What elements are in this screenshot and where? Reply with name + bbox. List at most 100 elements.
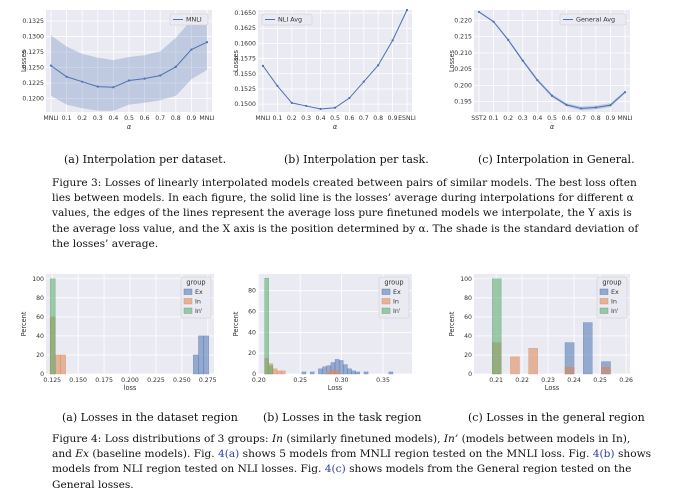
data-point [580,107,583,110]
histogram-bar [528,348,538,375]
figure-ref-4b-link[interactable]: 4(b) [592,448,615,461]
figure3-caption-text: Losses of linearly interpolated models c… [52,177,639,250]
y-tick-label: 0 [40,371,44,378]
legend-label: General Avg [576,16,615,24]
data-point [174,65,177,68]
y-tick-label: 0.210 [454,50,472,57]
figure4-caption-text: shows models from the General region tes… [52,463,632,491]
x-tick-label: 0.7 [155,115,165,122]
fig4c-subcaption: (c) Losses in the general region [468,411,645,424]
y-tick-label: 0.1300 [22,34,44,41]
x-tick-label: 0.125 [43,377,61,384]
x-tick-label: 0.8 [591,115,601,122]
data-point [127,79,131,82]
histogram-bar [582,322,593,375]
x-tick-label: 0.6 [140,115,150,122]
figure4-caption-text: Loss distributions of 3 groups: [104,433,272,445]
legend-label: Ex [611,288,619,296]
histogram-bar [338,360,344,375]
y-tick-label: 40 [248,329,256,336]
x-tick-label: 0.3 [518,115,528,122]
data-point [190,48,193,51]
x-axis-label: Loss [545,384,560,392]
figure4-caption: Figure 4: Loss distributions of 3 groups… [52,432,652,493]
x-tick-label: MNLI [43,115,58,122]
y-tick-label: 60 [36,314,44,321]
x-tick-label: 0.1 [62,115,72,122]
y-tick-label: 80 [248,288,256,295]
histogram-bar [309,371,315,375]
x-tick-label: 0.21 [489,377,503,384]
figure4-caption-text: shows 5 models from MNLI region tested o… [239,448,593,461]
y-tick-label: 0.205 [454,66,472,73]
data-point [96,85,99,88]
x-tick-label: 0.26 [619,377,633,384]
y-tick-label: 0 [252,371,256,378]
y-tick-label: 100 [460,276,472,283]
histogram-bar [264,277,269,375]
x-tick-label: 0.4 [316,115,326,122]
x-tick-label: 0.4 [108,115,118,122]
x-tick-label: 0.200 [121,377,139,384]
histogram-bar [198,335,204,375]
legend-swatch [599,288,609,295]
histogram-bar [193,354,199,375]
figure4-caption-label: Figure 4: [52,433,102,445]
y-tick-label: 0.1225 [22,80,44,87]
x-tick-label: 0.23 [541,377,555,384]
data-point [477,10,481,14]
data-point [507,38,510,41]
legend-label: In' [393,307,401,315]
figure4-caption-text: (baseline models). Fig. [89,448,218,461]
y-axis-label: Percent [448,311,456,336]
histogram-bar [55,354,61,375]
y-tick-label: 0.1550 [234,71,256,78]
x-tick-label: 0.25 [293,377,307,384]
histogram-bar [280,370,286,375]
x-tick-label: 0.1 [489,115,499,122]
legend-label: In' [611,307,619,315]
legend-label: NLI Avg [278,16,302,24]
figure4-caption-text: shows models from NLI region tested on N… [52,448,652,476]
legend-box [169,13,209,26]
data-point [205,41,209,44]
legend-box [559,13,627,26]
data-point [391,39,394,42]
y-tick-label: 20 [464,352,472,359]
data-point [594,106,597,109]
histogram-bar [510,356,520,375]
x-tick-label: 0.175 [95,377,113,384]
x-axis-label: α [333,123,338,131]
figure3-caption: Figure 3: Losses of linearly interpolate… [52,176,652,252]
y-tick-label: 0.1600 [234,40,256,47]
y-tick-label: 60 [248,309,256,316]
x-tick-label: 0.6 [344,115,354,122]
histogram-bar [276,370,282,375]
x-tick-label: 0.24 [567,377,581,384]
figure-ref-4a-link[interactable]: 4(a) [217,448,240,461]
x-tick-label: 0.22 [515,377,529,384]
data-point [348,96,351,100]
figure-ref-4c-link[interactable]: 4(c) [324,463,346,476]
fig3a-line-chart: 0.1200 0.1225 0.1250 0.1275 0.1300 0.1325 MNLI… [20,10,215,131]
legend-label: Ex [393,288,401,296]
fig4c-histogram: 0 20 40 60 80 100 0.21 0.22 0.23 0.24 0.25 0.26 Loss… [448,274,633,392]
data-point [49,64,53,67]
legend-swatch [599,307,609,314]
term-in-prime: In’ [443,433,459,445]
x-tick-label: 0.3 [93,115,103,122]
y-axis-label: Losses [448,49,456,72]
data-point [159,74,162,77]
x-tick-label: 0.5 [330,115,340,122]
legend-swatch [599,298,609,305]
x-tick-label: 0.1 [272,115,282,122]
data-point [261,64,265,67]
data-point [333,106,337,109]
fig3b-subcaption: (b) Interpolation per task. [284,153,429,166]
x-axis-label: loss [124,384,137,392]
x-tick-label: 0.2 [503,115,513,122]
legend-swatch [381,298,391,305]
histogram-bar [363,371,369,375]
histogram-bar [334,370,340,375]
x-tick-label: SST2 [471,115,487,122]
